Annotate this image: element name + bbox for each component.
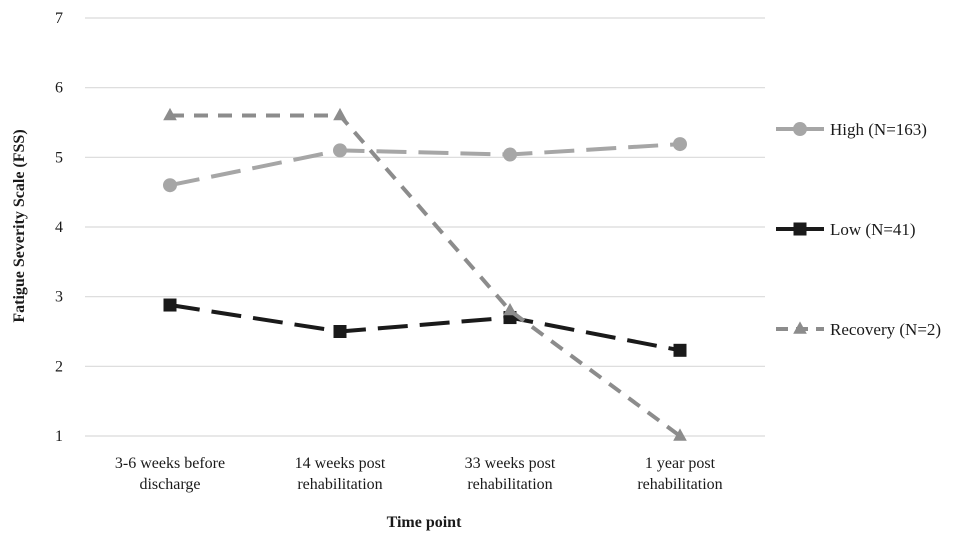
data-point <box>673 343 687 357</box>
legend-item: High (N=163) <box>776 120 927 139</box>
legend-marker <box>793 321 807 334</box>
series-lines <box>163 107 687 441</box>
legend: High (N=163) Low (N=41) Recovery (N=2) <box>776 120 941 339</box>
y-axis-title: Fatigue Severity Scale (FSS) <box>11 129 28 322</box>
data-point <box>163 298 177 312</box>
y-axis-ticks: 1 2 3 4 5 6 7 <box>55 10 63 445</box>
series-3 <box>163 107 687 441</box>
y-tick-label: 5 <box>55 149 63 166</box>
x-tick-label: 1 year post rehabilitation <box>637 455 722 493</box>
series-line <box>169 303 681 353</box>
x-tick-label: 33 weeks post rehabilitation <box>465 455 556 493</box>
data-point <box>163 107 177 121</box>
x-axis-title: Time point <box>387 514 463 531</box>
legend-label: Recovery (N=2) <box>830 320 941 339</box>
legend-item: Low (N=41) <box>776 220 916 239</box>
data-point <box>503 302 517 316</box>
y-tick-label: 7 <box>55 10 63 27</box>
legend-item: Recovery (N=2) <box>776 320 941 339</box>
legend-label: Low (N=41) <box>830 220 916 239</box>
data-point <box>333 143 347 158</box>
x-axis-ticks: 3-6 weeks before discharge 14 weeks post re… <box>115 455 723 493</box>
data-point <box>163 178 177 193</box>
data-point <box>673 137 687 152</box>
data-point <box>333 325 347 338</box>
y-tick-label: 4 <box>55 219 63 236</box>
y-tick-label: 2 <box>55 358 63 375</box>
data-point <box>503 147 517 162</box>
y-tick-label: 6 <box>55 80 63 97</box>
x-tick-label: 14 weeks post rehabilitation <box>295 455 386 493</box>
series-1 <box>163 137 687 193</box>
series-line <box>170 113 682 438</box>
legend-marker <box>793 222 807 236</box>
data-point <box>333 107 347 121</box>
y-tick-label: 1 <box>55 428 63 445</box>
legend-marker <box>793 122 807 136</box>
legend-label: High (N=163) <box>830 120 927 139</box>
series-line <box>169 142 681 188</box>
series-2 <box>163 298 687 357</box>
x-tick-label: 3-6 weeks before discharge <box>115 455 225 493</box>
data-point <box>673 428 687 441</box>
gridlines <box>85 17 765 437</box>
y-tick-label: 3 <box>55 289 63 306</box>
